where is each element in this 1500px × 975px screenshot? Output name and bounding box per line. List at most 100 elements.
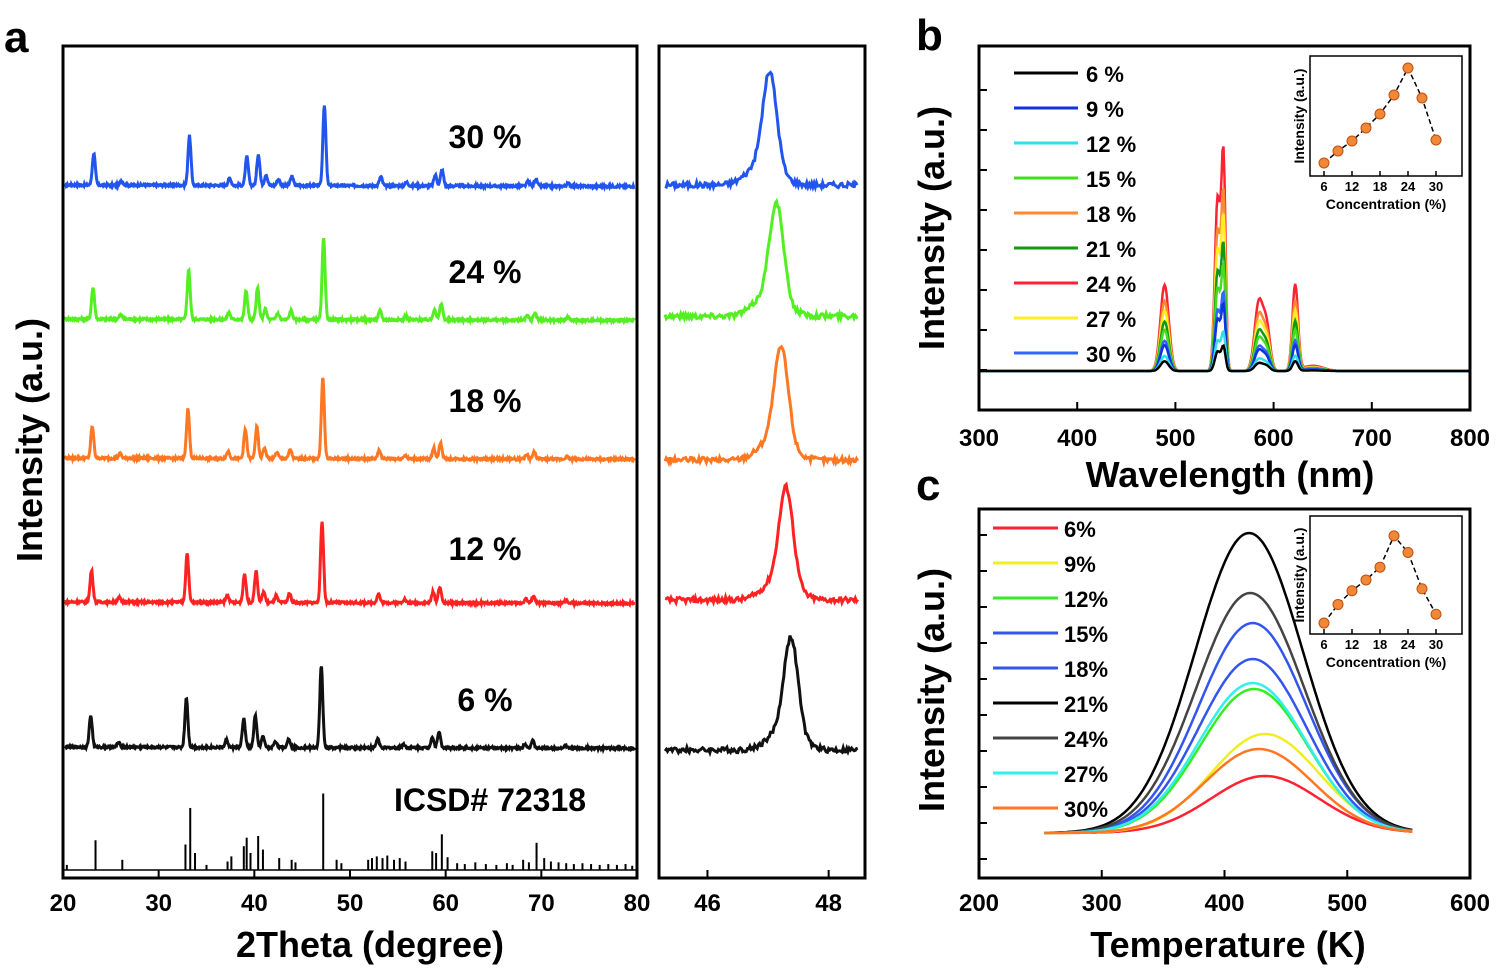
panel-c-inset-point-15 [1360, 574, 1372, 586]
panel-c-inset-point-21 [1388, 530, 1400, 542]
panel-b: 300 400 500 600 700 800 6 % 9 % 12 % 15 % 18 % 21 … [911, 44, 1490, 495]
panel-c-legend-label-18pct: 18% [1064, 657, 1108, 682]
panel-b-tick-label-400: 400 [1057, 425, 1097, 452]
panel-a-label-6pct: 6 % [457, 682, 512, 718]
panel-c-tick-label-400: 400 [1204, 890, 1244, 917]
panel-c-trace-21pct [1044, 531, 1413, 835]
panel-b-inset-tick-label-12: 12 [1345, 179, 1359, 194]
panel-a-zoom-series-group [663, 70, 860, 758]
panel-b-tick-label-500: 500 [1155, 425, 1195, 452]
panel-b-legend-label-6pct: 6 % [1086, 62, 1124, 87]
panel-b-legend: 6 % 9 % 12 % 15 % 18 % 21 % 24 % 27 % 30 % [1014, 62, 1136, 367]
panel-c-inset-tick-label-6: 6 [1320, 637, 1327, 652]
panel-c-inset-point-6 [1318, 617, 1330, 629]
panel-c-inset-point-18 [1374, 561, 1386, 573]
panel-a-label-30pct: 30 % [449, 119, 522, 155]
panel-b-frame [977, 44, 1472, 412]
panel-b-legend-label-18pct: 18 % [1086, 202, 1136, 227]
panel-c-ticks: 200 300 400 500 600 [959, 534, 1490, 917]
panel-a-trace-18pct [63, 377, 637, 466]
panel-b-tick-label-600: 600 [1254, 425, 1294, 452]
panel-c-tick-label-500: 500 [1327, 890, 1367, 917]
panel-b-inset-frame [1309, 55, 1463, 177]
panel-c-inset-x-title: Concentration (%) [1326, 654, 1447, 670]
panel-b-legend-label-21pct: 21 % [1086, 237, 1136, 262]
panel-c-inset-tick-label-24: 24 [1401, 637, 1416, 652]
panel-a: 30 % 24 % 18 % 12 % 6 % ICSD# 72318 20 30 40 50… [9, 44, 650, 965]
panel-c-legend-label-9pct: 9% [1064, 552, 1096, 577]
panel-a-tick-label-20: 20 [50, 890, 77, 917]
panel-b-series-group [979, 146, 1470, 373]
panel-c-legend-label-12pct: 12% [1064, 587, 1108, 612]
panel-b-inset: 6 12 18 24 30 Concentration (%) Intensity (a.u… [1291, 55, 1463, 212]
panel-b-inset-point-15 [1360, 122, 1372, 134]
panel-a-zoom-trace-30pct [664, 70, 859, 193]
panel-b-inset-point-18 [1374, 108, 1386, 120]
panel-c-inset-y-title: Intensity (a.u.) [1291, 528, 1307, 623]
panel-c-legend-label-6pct: 6% [1064, 517, 1096, 542]
panel-c-inset-line [1323, 534, 1437, 624]
panel-b-x-title: Wavelength (nm) [1086, 454, 1375, 495]
panel-a-tick-label-30: 30 [145, 890, 172, 917]
panel-b-tick-label-300: 300 [959, 425, 999, 452]
panel-c-inset-point-12 [1346, 585, 1358, 597]
panel-c: 200 300 400 500 600 6% 9% 12% 15% 18% 21% 24% 27% 30… [911, 507, 1490, 965]
panel-c-legend: 6% 9% 12% 15% 18% 21% 24% 27% 30% [993, 517, 1108, 822]
panel-a-tick-label-70: 70 [528, 890, 555, 917]
panel-a-zoom-tick-label-46: 46 [694, 890, 721, 917]
panel-b-inset-x-title: Concentration (%) [1326, 196, 1447, 212]
panel-a-trace-24pct [63, 237, 637, 327]
panel-c-tick-label-600: 600 [1450, 890, 1490, 917]
panel-c-y-title: Intensity (a.u.) [911, 568, 952, 812]
panel-label-c: c [916, 461, 940, 510]
panel-a-zoom-trace-12pct [664, 481, 859, 607]
panel-c-inset-point-30 [1430, 608, 1442, 620]
panel-c-inset-tick-label-12: 12 [1345, 637, 1359, 652]
panel-b-legend-label-9pct: 9 % [1086, 97, 1124, 122]
panel-c-series-group [1044, 531, 1413, 835]
panel-a-zoom-trace-24pct [663, 197, 859, 324]
panel-a-zoom: 46 48 [657, 44, 867, 917]
panel-b-inset-y-title: Intensity (a.u.) [1291, 69, 1307, 164]
panel-b-tick-label-700: 700 [1352, 425, 1392, 452]
panel-b-inset-point-30 [1430, 134, 1442, 146]
panel-label-a: a [4, 13, 29, 62]
panel-c-inset: 6 12 18 24 30 Concentration (%) Intensity (a.u… [1291, 515, 1463, 670]
panel-b-tick-label-800: 800 [1450, 425, 1490, 452]
panel-c-trace-30pct [1044, 747, 1413, 835]
panel-a-frame [61, 44, 639, 880]
panel-c-frame [977, 507, 1472, 880]
panel-a-label-18pct: 18 % [449, 383, 522, 419]
panel-a-label-24pct: 24 % [449, 254, 522, 290]
panel-b-inset-tick-label-24: 24 [1401, 179, 1416, 194]
panel-b-inset-point-27 [1416, 92, 1428, 104]
panel-c-tick-label-200: 200 [959, 890, 999, 917]
panel-a-x-title: 2Theta (degree) [236, 924, 504, 965]
panel-a-zoom-frame [657, 44, 867, 880]
panel-a-series-group: 30 % 24 % 18 % 12 % 6 % [63, 105, 637, 755]
panel-c-legend-label-24pct: 24% [1064, 727, 1108, 752]
panel-c-inset-tick-label-30: 30 [1429, 637, 1443, 652]
panel-c-tick-label-300: 300 [1082, 890, 1122, 917]
panel-c-legend-label-27pct: 27% [1064, 762, 1108, 787]
panel-a-tick-label-60: 60 [432, 890, 459, 917]
panel-c-x-title: Temperature (K) [1090, 924, 1365, 965]
panel-b-inset-point-24 [1402, 62, 1414, 74]
panel-a-zoom-trace-18pct [663, 344, 860, 469]
reference-label: ICSD# 72318 [394, 782, 586, 818]
panel-c-legend-label-21pct: 21% [1064, 692, 1108, 717]
panel-a-tick-label-40: 40 [241, 890, 268, 917]
panel-c-inset-point-27 [1416, 583, 1428, 595]
panel-a-zoom-tick-label-48: 48 [815, 890, 842, 917]
panel-b-legend-label-30pct: 30 % [1086, 342, 1136, 367]
panel-a-trace-6pct [63, 666, 637, 755]
panel-b-trace-6pct [979, 343, 1470, 373]
panel-a-zoom-x-ticks: 46 48 [694, 870, 842, 917]
panel-b-inset-tick-label-30: 30 [1429, 179, 1443, 194]
panel-b-inset-point-6 [1318, 157, 1330, 169]
panel-c-trace-27pct [1044, 681, 1413, 835]
panel-label-b: b [916, 11, 943, 60]
panel-b-inset-point-9 [1332, 145, 1344, 157]
panel-a-reference-lines: ICSD# 72318 [63, 782, 637, 871]
